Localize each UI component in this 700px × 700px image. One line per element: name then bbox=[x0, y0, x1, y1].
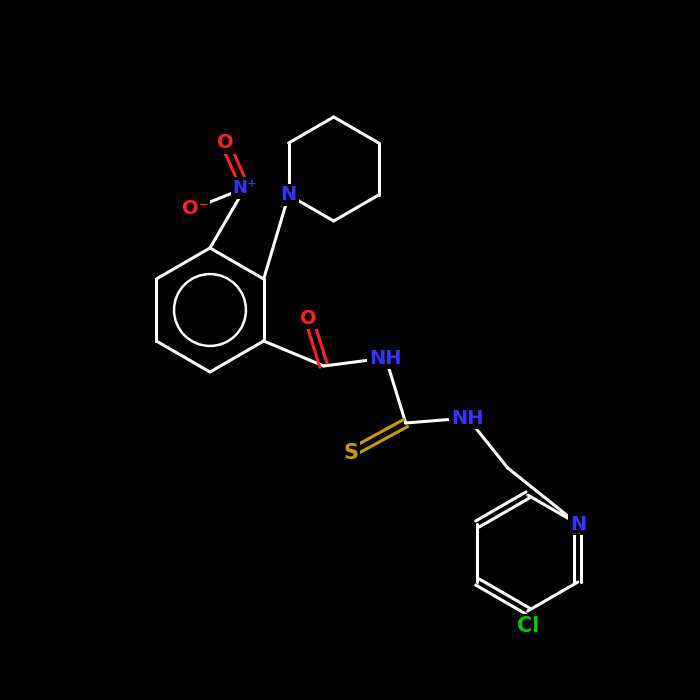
Text: N⁺: N⁺ bbox=[232, 179, 258, 197]
Text: S: S bbox=[343, 443, 358, 463]
Text: O⁻: O⁻ bbox=[181, 199, 209, 218]
Text: NH: NH bbox=[452, 409, 484, 428]
Text: O: O bbox=[217, 134, 233, 153]
Text: NH: NH bbox=[370, 349, 402, 368]
Text: N: N bbox=[281, 186, 297, 204]
Text: O: O bbox=[300, 309, 317, 328]
Text: N: N bbox=[570, 514, 586, 533]
Text: Cl: Cl bbox=[517, 616, 539, 636]
